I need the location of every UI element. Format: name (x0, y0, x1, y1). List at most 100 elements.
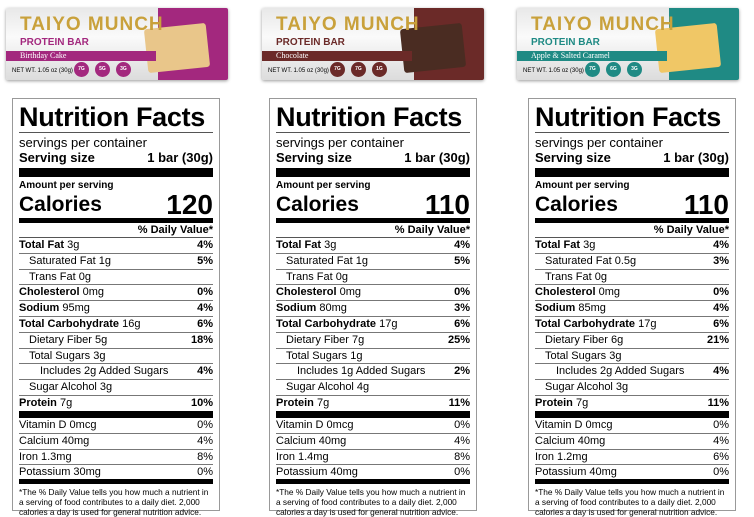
nutrient-row: Sodium 85mg 4% (535, 301, 729, 317)
nutrient-badge: 6G (606, 62, 621, 77)
nutrient-badge: 3G (116, 62, 131, 77)
daily-value-percent: 4% (454, 239, 470, 251)
brand-logo: TAIYO MUNCH (276, 14, 420, 35)
daily-value-percent: 0% (713, 418, 729, 431)
nutrient-name: Includes 1g Added Sugars (297, 365, 426, 378)
daily-value-percent: 8% (454, 450, 470, 463)
nutrient-name: Sugar Alcohol 3g (29, 381, 113, 394)
nutrient-badge: 7G (351, 62, 366, 77)
vitamin-row: Iron 1.4mg 8% (276, 450, 470, 466)
flavor-name: Chocolate (262, 51, 412, 61)
nutrient-row: Sugar Alcohol 3g (19, 380, 213, 396)
footnote: *The % Daily Value tells you how much a … (19, 487, 209, 517)
serving-size-value: 1 bar (30g) (663, 150, 729, 165)
daily-value-percent: 0% (454, 418, 470, 431)
nutrient-name: Total Fat (276, 239, 322, 251)
nutrient-row: Dietary Fiber 7g 25% (276, 333, 470, 349)
calories-value: 110 (424, 189, 470, 220)
nutrient-row: Includes 1g Added Sugars 2% (276, 364, 470, 381)
amount-per-serving: Amount per serving (19, 180, 114, 191)
nutrient-amount: 0mg (82, 286, 104, 299)
nutrient-row: Cholesterol 0mg 0% (276, 285, 470, 302)
net-weight: NET WT. 1.05 oz (30g) (12, 68, 73, 74)
daily-value-percent: 0% (713, 466, 729, 479)
nutrient-row: Protein 7g 11% (276, 396, 470, 418)
nutrient-row: Includes 2g Added Sugars 4% (535, 364, 729, 381)
vitamin-name: Calcium 40mg (276, 434, 347, 447)
daily-value-percent: 4% (454, 434, 470, 447)
nutrition-facts-panel: Nutrition Facts servings per container S… (12, 98, 220, 517)
net-weight: NET WT. 1.05 oz (30g) (268, 68, 329, 74)
daily-value-percent: 6% (713, 317, 729, 330)
brand-logo: TAIYO MUNCH (531, 14, 675, 35)
nutrient-row: Total Sugars 3g (535, 349, 729, 365)
footnote: *The % Daily Value tells you how much a … (276, 487, 466, 517)
calories-value: 110 (683, 189, 729, 220)
vitamin-name: Potassium 40mg (535, 466, 617, 479)
nutrient-row: Sodium 95mg 4% (19, 301, 213, 317)
daily-value-percent: 4% (713, 302, 729, 315)
nutrient-row: Protein 7g 11% (535, 396, 729, 418)
nutrient-name: Dietary Fiber 6g (545, 333, 624, 346)
nutrient-name: Total Fat (535, 239, 581, 251)
nutrient-row: Dietary Fiber 6g 21% (535, 333, 729, 349)
calories-label: Calories (19, 193, 102, 216)
daily-value-percent: 11% (707, 396, 729, 409)
servings-per-container: servings per container (276, 135, 404, 150)
vitamin-name: Iron 1.3mg (19, 450, 72, 463)
vitamin-name: Vitamin D 0mcg (276, 418, 354, 431)
nutrient-name: Protein (19, 396, 57, 409)
daily-value-percent: 4% (197, 365, 213, 378)
daily-value-percent: 0% (713, 286, 729, 299)
nutrient-amount: 17g (638, 317, 657, 330)
nutrient-row: Saturated Fat 1g 5% (276, 254, 470, 270)
daily-value-percent: 5% (197, 254, 213, 267)
vitamin-name: Calcium 40mg (19, 434, 90, 447)
nutrient-name: Total Sugars 3g (545, 349, 622, 362)
serving-size-label: Serving size (276, 150, 352, 165)
nutrient-name: Sugar Alcohol 3g (545, 381, 629, 394)
nutrient-name: Saturated Fat 1g (29, 254, 111, 267)
nutrient-name: Trans Fat 0g (29, 270, 91, 283)
nutrient-row: Trans Fat 0g (276, 270, 470, 286)
vitamin-row: Calcium 40mg 4% (19, 434, 213, 450)
daily-value-percent: 4% (713, 434, 729, 447)
daily-value-percent: 0% (454, 286, 470, 299)
nutrient-row: Trans Fat 0g (19, 270, 213, 286)
serving-size-label: Serving size (535, 150, 611, 165)
flavor-name: Apple & Salted Caramel (517, 51, 667, 61)
nutrient-row: Saturated Fat 0.5g 3% (535, 254, 729, 270)
vitamin-row: Calcium 40mg 4% (535, 434, 729, 450)
nutrient-name: Total Sugars 3g (29, 349, 106, 362)
nutrient-name: Total Carbohydrate (276, 317, 377, 330)
nutrient-row: Total Carbohydrate 16g 6% (19, 317, 213, 333)
vitamin-name: Iron 1.2mg (535, 450, 588, 463)
daily-value-percent: 0% (197, 418, 213, 431)
daily-value-percent: 6% (197, 317, 213, 330)
nutrient-name: Saturated Fat 0.5g (545, 254, 637, 267)
nutrient-amount: 7g (575, 396, 589, 409)
daily-value-percent: 3% (454, 302, 470, 315)
nutrient-name: Cholesterol (19, 286, 80, 299)
nutrient-name: Protein (276, 396, 314, 409)
vitamin-name: Vitamin D 0mcg (19, 418, 97, 431)
vitamin-row: Iron 1.2mg 6% (535, 450, 729, 466)
nutrient-amount: 3g (67, 239, 80, 251)
vitamin-name: Potassium 30mg (19, 466, 101, 479)
nutrient-name: Cholesterol (535, 286, 596, 299)
amount-per-serving: Amount per serving (535, 180, 630, 191)
nutrient-name: Trans Fat 0g (286, 270, 348, 283)
daily-value-percent: 25% (447, 333, 470, 346)
amount-per-serving: Amount per serving (276, 180, 371, 191)
nutrient-name: Total Carbohydrate (535, 317, 636, 330)
daily-value-percent: 5% (454, 254, 470, 267)
net-weight: NET WT. 1.05 oz (30g) (523, 68, 584, 74)
product-type: PROTEIN BAR (20, 37, 89, 48)
nutrient-row: Total Sugars 1g (276, 349, 470, 365)
nutrient-row: Sugar Alcohol 3g (535, 380, 729, 396)
daily-value-percent: 21% (706, 333, 729, 346)
calories-label: Calories (276, 193, 359, 216)
nutrient-row: Includes 2g Added Sugars 4% (19, 364, 213, 381)
vitamin-row: Potassium 40mg 0% (535, 465, 729, 485)
nutrient-row: Total Fat 3g 4% (535, 238, 729, 254)
